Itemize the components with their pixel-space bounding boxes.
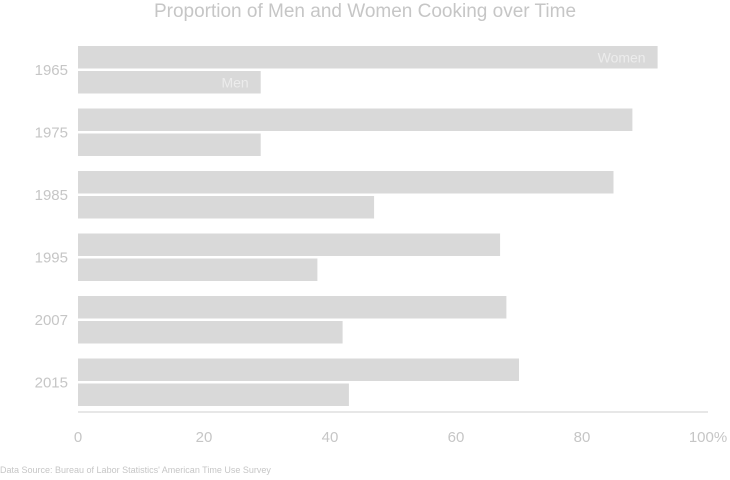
x-tick-label-0: 0	[74, 429, 82, 446]
y-tick-label-1965: 1965	[35, 62, 68, 79]
series-label-women: Women	[598, 49, 646, 65]
bar-men-1985	[78, 196, 375, 219]
bar-women-2015	[78, 358, 519, 381]
x-tick-label-4: 80	[574, 429, 591, 446]
y-tick-label-2015: 2015	[35, 374, 68, 391]
y-tick-label-1995: 1995	[35, 249, 68, 266]
bar-men-2015	[78, 383, 349, 406]
y-tick-label-1985: 1985	[35, 187, 68, 204]
bar-men-2007	[78, 321, 343, 344]
x-tick-label-5: 100%	[689, 429, 727, 446]
y-tick-label-1975: 1975	[35, 124, 68, 141]
data-source-note: Data Source: Bureau of Labor Statistics'…	[0, 465, 271, 475]
x-tick-label-1: 20	[196, 429, 213, 446]
bar-women-1995	[78, 233, 501, 256]
bar-women-1965	[78, 46, 658, 69]
chart-title: Proportion of Men and Women Cooking over…	[153, 1, 577, 22]
bar-women-2007	[78, 296, 507, 319]
y-tick-label-2007: 2007	[35, 312, 68, 329]
bar-men-1975	[78, 133, 261, 156]
x-tick-label-2: 40	[322, 429, 339, 446]
bar-women-1975	[78, 108, 633, 131]
bar-women-1985	[78, 171, 614, 194]
bar-men-1995	[78, 258, 318, 281]
x-tick-label-3: 60	[448, 429, 465, 446]
bar-men-1965	[78, 71, 261, 94]
series-label-men: Men	[221, 74, 248, 90]
